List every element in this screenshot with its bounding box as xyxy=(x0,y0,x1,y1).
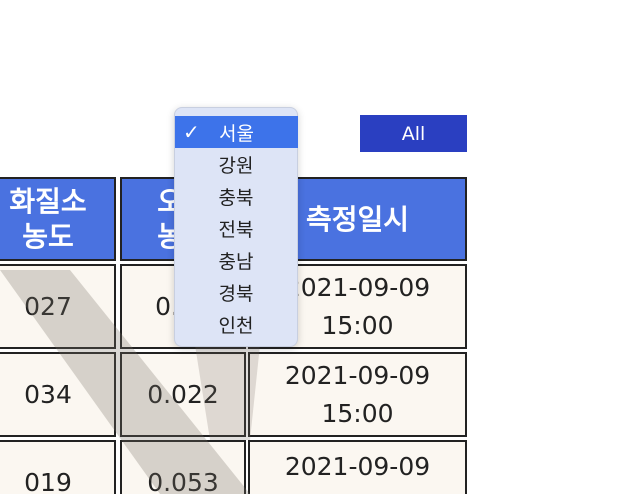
cell-value: 0.053 xyxy=(147,468,219,494)
dropdown-option-jeonbuk[interactable]: 전북 xyxy=(175,212,297,244)
table-row-1-nitrogen: 027 xyxy=(0,264,116,349)
header-measured-time-label: 측정일시 xyxy=(305,202,410,236)
dropdown-option-gangwon[interactable]: 강원 xyxy=(175,148,297,180)
table-row-2-ozone: 0.022 xyxy=(120,352,246,437)
table-row-2-nitrogen: 034 xyxy=(0,352,116,437)
dropdown-option-label: 강원 xyxy=(218,154,254,177)
header-nitrogen-dioxide-label: 화질소 농도 xyxy=(9,185,87,253)
dropdown-option-label: 인천 xyxy=(218,314,254,337)
dropdown-option-incheon[interactable]: 인천 xyxy=(175,308,297,340)
dropdown-option-label: 서울 xyxy=(219,122,254,145)
table-row-3-nitrogen: 019 xyxy=(0,440,116,494)
dropdown-option-label: 충북 xyxy=(218,186,254,209)
cell-value: 027 xyxy=(24,291,72,321)
cell-value: 2021-09-09 15:00 xyxy=(284,361,431,428)
region-dropdown[interactable]: ✓ 서울 강원 충북 전북 충남 경북 인천 xyxy=(174,107,298,347)
dropdown-option-gyeongbuk[interactable]: 경북 xyxy=(175,276,297,308)
table-row-3-time: 2021-09-09 15:00 xyxy=(248,440,467,494)
all-filter-button[interactable]: All xyxy=(360,115,467,152)
cell-value: 034 xyxy=(24,379,72,409)
cell-value: 2021-09-09 15:00 xyxy=(284,273,431,340)
dropdown-option-label: 경북 xyxy=(218,282,254,305)
dropdown-option-chungnam[interactable]: 충남 xyxy=(175,244,297,276)
table-row-2-time: 2021-09-09 15:00 xyxy=(248,352,467,437)
cell-value: 019 xyxy=(24,468,72,494)
dropdown-option-label: 충남 xyxy=(218,250,254,273)
dropdown-option-seoul[interactable]: ✓ 서울 xyxy=(175,116,298,148)
dropdown-option-label: 전북 xyxy=(218,218,254,241)
cell-value: 2021-09-09 15:00 xyxy=(284,452,431,494)
table-row-3-ozone: 0.053 xyxy=(120,440,246,494)
checkmark-icon: ✓ xyxy=(183,120,200,144)
header-nitrogen-dioxide: 화질소 농도 xyxy=(0,177,116,261)
dropdown-option-chungbuk[interactable]: 충북 xyxy=(175,180,297,212)
cell-value: 0.022 xyxy=(147,379,219,409)
